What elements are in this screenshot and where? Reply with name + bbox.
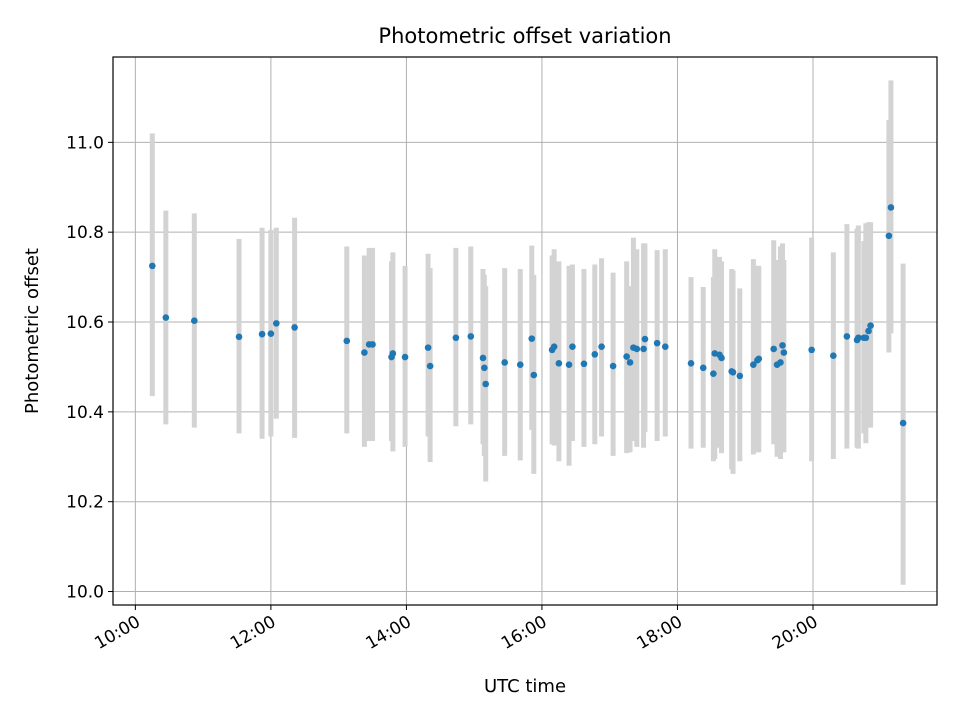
data-point — [565, 361, 573, 368]
y-tick-label: 10.8 — [66, 223, 104, 243]
data-point — [855, 334, 862, 342]
data-point — [516, 361, 524, 368]
x-axis-label: UTC time — [484, 676, 566, 697]
y-tick-label: 11.0 — [66, 133, 104, 153]
data-point — [710, 370, 717, 377]
data-point — [467, 333, 475, 340]
y-tick-label: 10.4 — [66, 403, 104, 423]
data-point — [887, 204, 895, 211]
data-point — [729, 369, 737, 376]
data-point — [482, 380, 489, 388]
data-point — [843, 333, 851, 340]
data-point — [780, 349, 788, 356]
data-point — [258, 330, 266, 338]
y-gridlines — [113, 141, 937, 593]
data-point — [755, 355, 763, 363]
data-point — [626, 359, 634, 366]
data-point — [550, 343, 558, 351]
data-point — [191, 317, 198, 324]
data-point — [389, 350, 397, 357]
data-point — [750, 361, 757, 368]
data-point — [401, 353, 409, 361]
data-point — [633, 345, 641, 353]
data-point — [653, 339, 661, 347]
data-point — [623, 353, 630, 360]
data-point — [687, 360, 695, 367]
y-tick-label: 10.0 — [66, 583, 104, 603]
data-point — [343, 337, 351, 345]
data-point — [501, 359, 508, 366]
data-point — [528, 335, 536, 342]
data-point — [273, 320, 280, 327]
data-point — [661, 343, 669, 351]
data-point — [591, 351, 599, 358]
data-point — [580, 360, 588, 368]
data-point — [609, 362, 617, 370]
data-point — [865, 327, 872, 335]
data-point — [149, 262, 156, 270]
data-point — [867, 322, 874, 329]
data-point — [530, 371, 538, 379]
data-point — [699, 364, 707, 372]
data-point — [426, 362, 434, 370]
data-point — [361, 349, 368, 356]
data-point — [452, 334, 460, 342]
data-point — [862, 334, 870, 342]
y-axis-label: Photometric offset — [22, 248, 43, 414]
y-axis-ticks: 10.0 10.2 10.4 10.6 10.8 11.0 — [66, 133, 113, 603]
data-point — [162, 314, 170, 321]
data-point — [555, 360, 563, 367]
data-point — [267, 330, 275, 337]
data-point — [424, 344, 432, 351]
data-point — [569, 343, 576, 351]
data-point — [899, 419, 907, 427]
data-point — [481, 364, 488, 372]
data-point — [885, 232, 893, 240]
data-point — [736, 372, 744, 380]
data-point — [779, 342, 786, 349]
data-point — [291, 324, 298, 331]
plot-area-frame — [112, 56, 938, 606]
data-point — [808, 346, 815, 354]
data-point — [830, 352, 837, 360]
data-point — [777, 359, 784, 366]
data-point — [718, 354, 725, 362]
chart-title: Photometric offset variation — [378, 24, 671, 48]
y-tick-label: 10.6 — [66, 313, 104, 333]
data-point — [770, 345, 777, 353]
data-point — [641, 335, 649, 343]
data-point — [598, 343, 605, 351]
data-point — [640, 345, 647, 353]
data-points — [149, 204, 907, 427]
data-point — [369, 341, 376, 348]
y-tick-label: 10.2 — [66, 493, 104, 513]
data-point — [479, 354, 487, 362]
data-point — [235, 333, 243, 341]
